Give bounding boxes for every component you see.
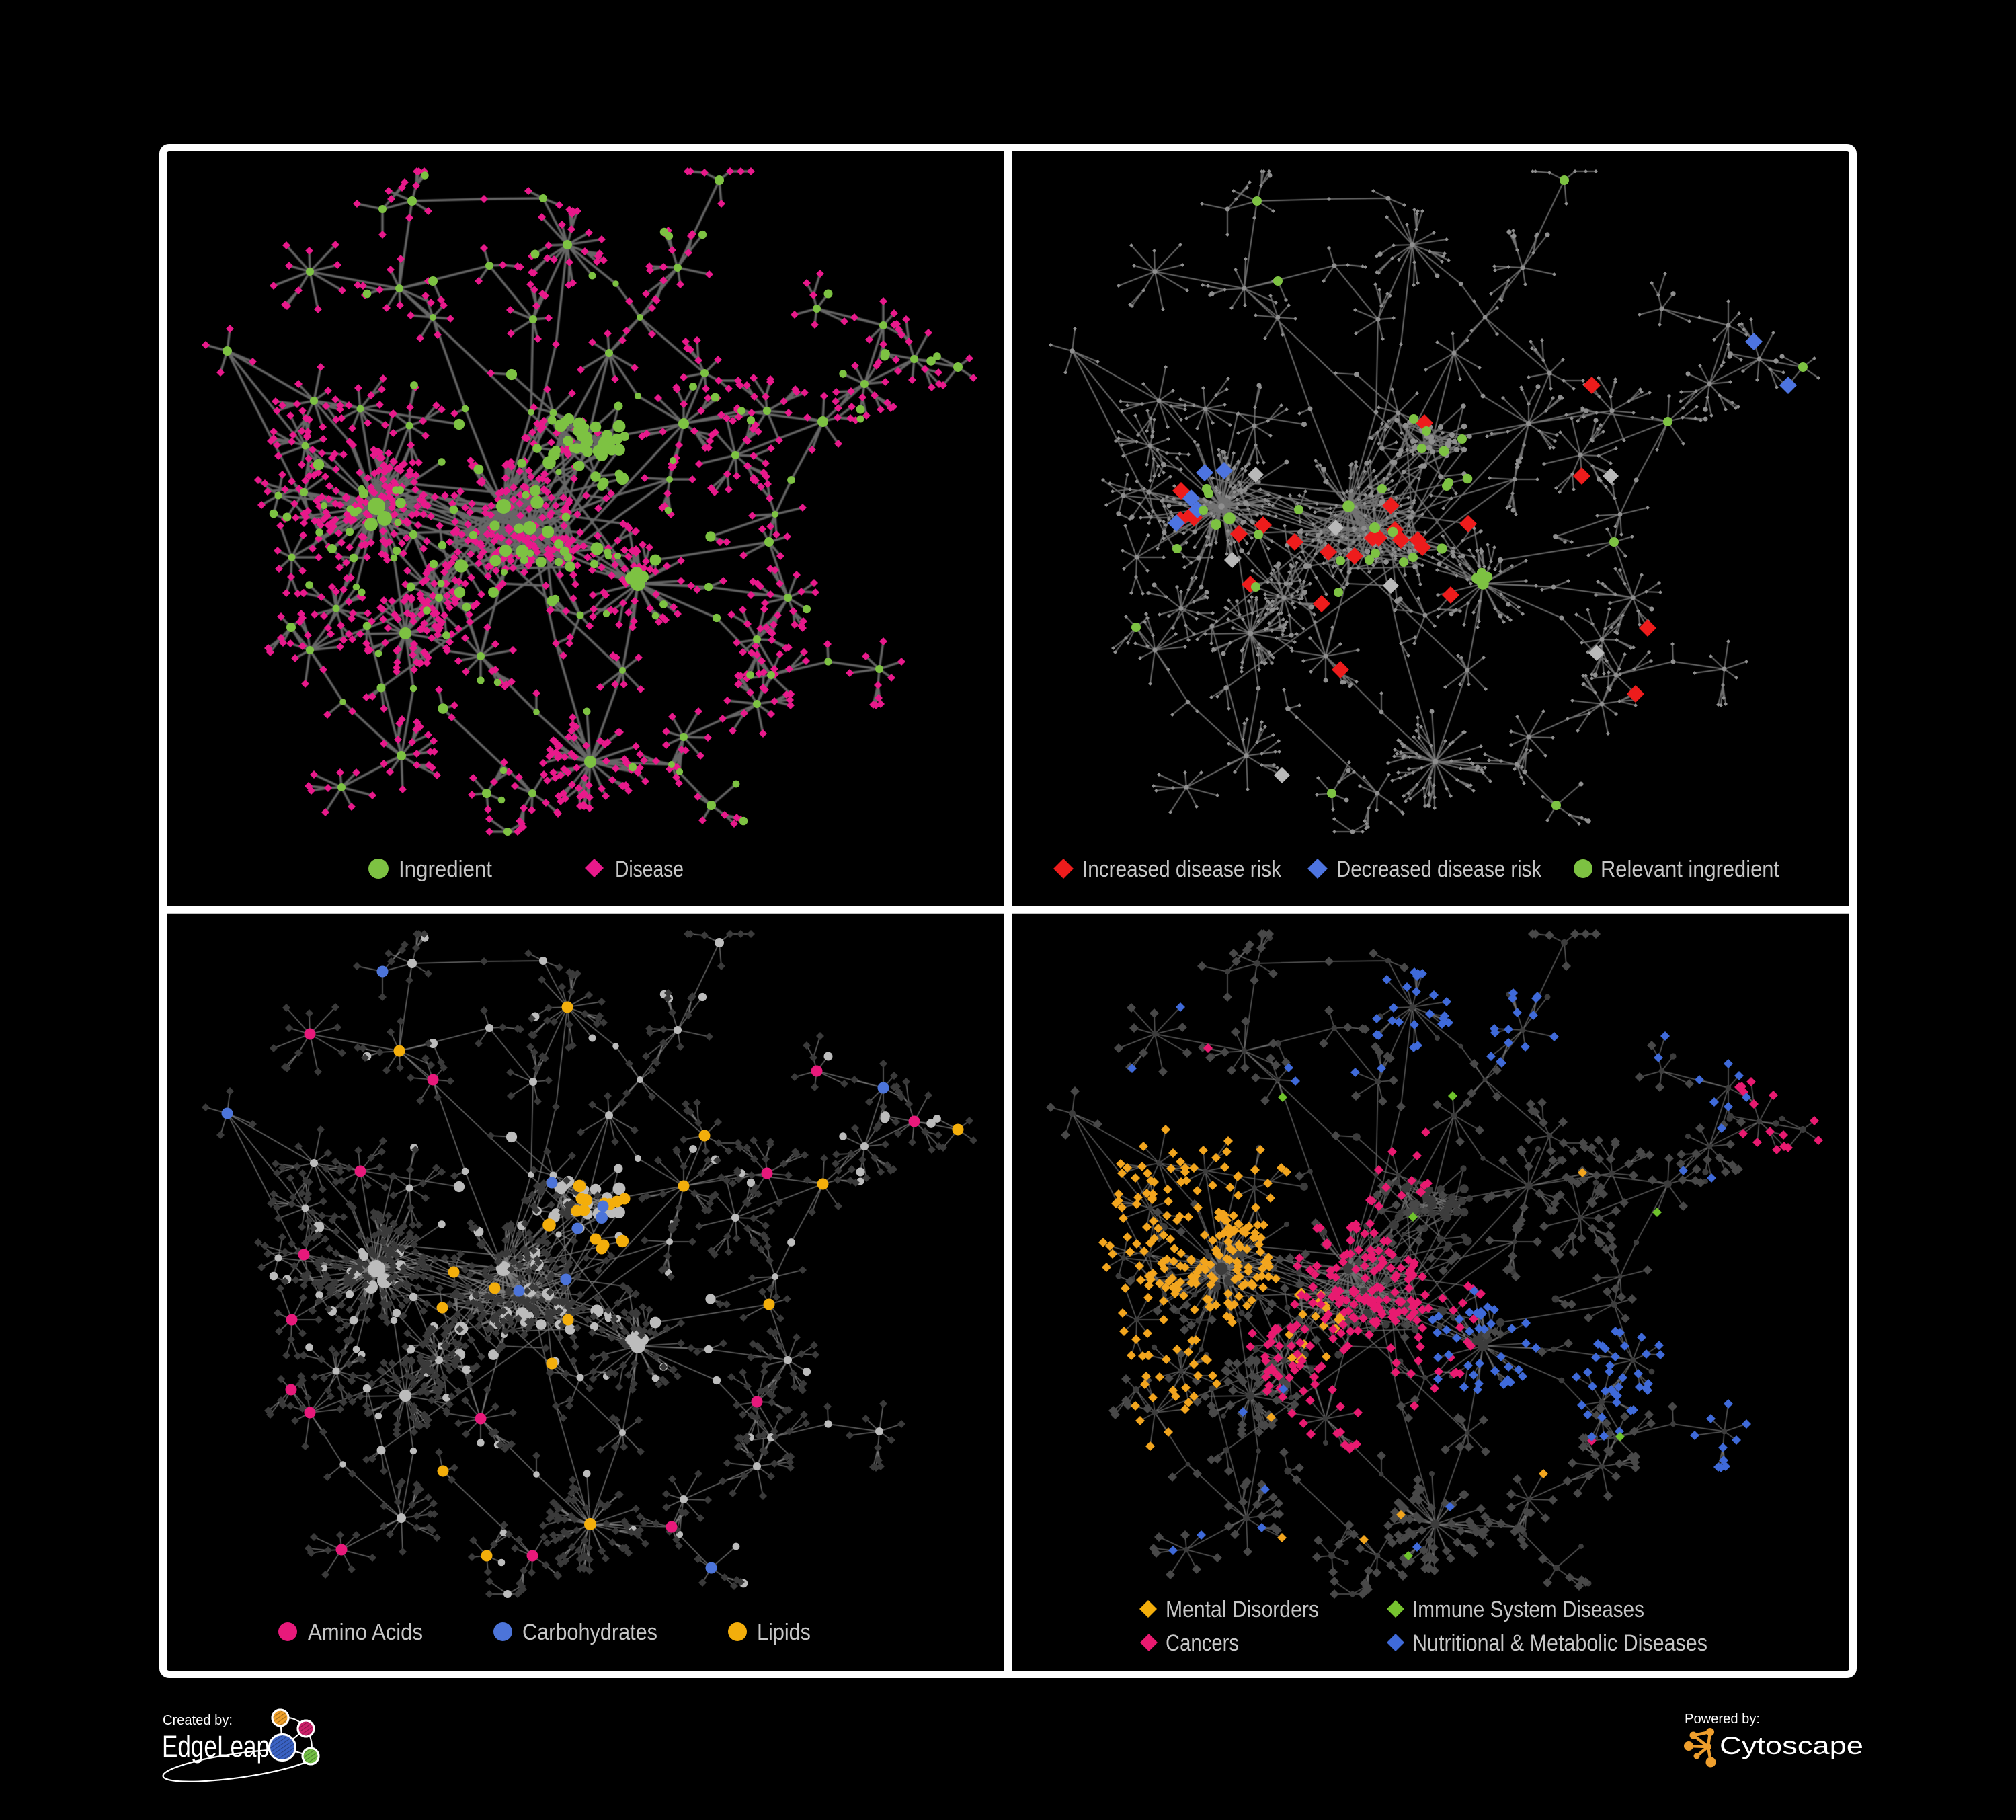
svg-text:Disease: Disease bbox=[615, 857, 684, 882]
svg-text:Amino Acids: Amino Acids bbox=[308, 1620, 423, 1645]
svg-text:Mental Disorders: Mental Disorders bbox=[1166, 1597, 1319, 1622]
svg-text:Powered by:: Powered by: bbox=[1685, 1712, 1760, 1727]
svg-text:Ingredient: Ingredient bbox=[399, 857, 492, 882]
svg-text:Lipids: Lipids bbox=[757, 1620, 811, 1645]
svg-text:Increased disease risk: Increased disease risk bbox=[1082, 857, 1282, 882]
svg-text:Carbohydrates: Carbohydrates bbox=[522, 1620, 657, 1645]
svg-text:Nutritional & Metabolic Diseas: Nutritional & Metabolic Diseases bbox=[1412, 1630, 1707, 1656]
svg-text:Created by:: Created by: bbox=[163, 1713, 233, 1728]
svg-text:Decreased disease risk: Decreased disease risk bbox=[1336, 857, 1542, 882]
svg-text:Immune System Diseases: Immune System Diseases bbox=[1412, 1597, 1644, 1622]
svg-text:EdgeLeap: EdgeLeap bbox=[162, 1729, 270, 1764]
svg-text:Cytoscape: Cytoscape bbox=[1720, 1732, 1863, 1759]
svg-text:Cancers: Cancers bbox=[1166, 1630, 1239, 1656]
svg-text:Relevant ingredient: Relevant ingredient bbox=[1601, 857, 1780, 882]
